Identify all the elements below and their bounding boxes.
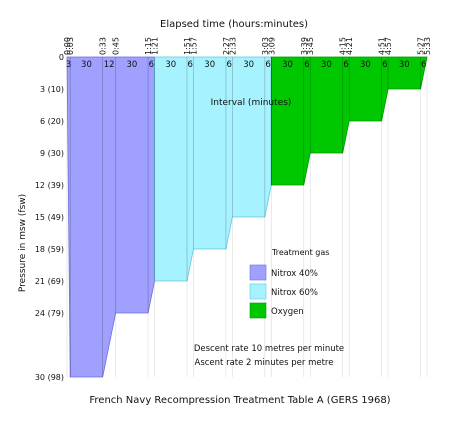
time-tick-label: 1:51: [183, 37, 192, 55]
time-tick-label: 3:45: [306, 37, 315, 55]
legend-swatch-nitrox60: [249, 283, 267, 300]
segment-nitrox60: [154, 56, 272, 282]
depth-tick-label: 15 (49): [35, 213, 64, 222]
time-tick-label: 4:15: [339, 37, 348, 55]
duration-label: 6: [226, 60, 231, 70]
segment-oxygen: [270, 56, 428, 186]
depth-tick-label: 30 (98): [35, 373, 64, 382]
duration-label: 6: [265, 60, 270, 70]
depth-tick-label: 21 (69): [35, 277, 64, 286]
legend-swatch-oxygen: [249, 302, 267, 319]
top-axis-label: Elapsed time (hours:minutes): [160, 19, 308, 30]
time-tick-label: 0:00: [63, 37, 72, 55]
duration-label: 30: [243, 60, 254, 70]
time-tick-label: 5:27: [417, 37, 426, 55]
time-tick-label: 3:09: [267, 37, 276, 55]
time-tick-label: 0:33: [99, 37, 108, 55]
legend-label-nitrox60: Nitrox 60%: [271, 288, 318, 298]
time-tick-label: 1:21: [151, 37, 160, 55]
legend: Treatment gas Nitrox 40% Nitrox 60% Oxygen: [249, 248, 329, 319]
time-tick-label: 4:51: [378, 37, 387, 55]
time-tick-label: 5:33: [423, 37, 432, 55]
duration-label: 30: [165, 60, 176, 70]
duration-label: 6: [149, 60, 154, 70]
legend-title: Treatment gas: [271, 248, 329, 257]
duration-label: 12: [104, 60, 115, 70]
duration-label: 6: [382, 60, 387, 70]
duration-labels: 3 30 12 30 6 30 6 30 6 30 6 30 6 30 6 30 6 30 6: [66, 60, 427, 70]
time-tick-labels: 0:000:03 0:33 0:45 1:151:21 1:511:57 2:272:33…: [63, 37, 432, 55]
y-axis-label: Pressure in msw (fsw): [18, 194, 28, 292]
duration-label: 6: [188, 60, 193, 70]
time-tick-label: 0:03: [66, 37, 75, 55]
segment-nitrox40: [66, 56, 155, 378]
interval-label: Interval (minutes): [211, 98, 292, 108]
duration-label: 30: [321, 60, 332, 70]
duration-label: 30: [126, 60, 137, 70]
time-tick-label: 2:33: [228, 37, 237, 55]
legend-label-oxygen: Oxygen: [271, 307, 304, 317]
time-tick-label: 0:45: [112, 37, 121, 55]
depth-tick-label: 3 (10): [40, 85, 64, 94]
depth-tick-label: 24 (79): [35, 309, 64, 318]
duration-label: 30: [204, 60, 215, 70]
time-tick-label: 1:57: [189, 37, 198, 55]
note-ascent-rate: Ascent rate 2 minutes per metre: [195, 358, 334, 368]
time-tick-label: 4:21: [345, 37, 354, 55]
note-descent-rate: Descent rate 10 metres per minute: [194, 344, 344, 354]
duration-label: 6: [304, 60, 309, 70]
duration-label: 30: [81, 60, 92, 70]
legend-swatch-nitrox40: [249, 264, 267, 281]
time-tick-label: 4:57: [384, 37, 393, 55]
duration-label: 30: [360, 60, 371, 70]
duration-label: 6: [421, 60, 426, 70]
duration-label: 30: [282, 60, 293, 70]
time-tick-label: 3:39: [300, 37, 309, 55]
depth-tick-labels: 0 3 (10) 6 (20) 9 (30) 12 (39) 15 (49) 18 (59)…: [35, 53, 64, 382]
time-tick-label: 3:03: [261, 37, 270, 55]
time-tick-label: 1:15: [144, 37, 153, 55]
depth-tick-label: 12 (39): [35, 181, 64, 190]
duration-label: 3: [66, 60, 71, 70]
legend-label-nitrox40: Nitrox 40%: [271, 269, 318, 279]
duration-label: 6: [343, 60, 348, 70]
depth-tick-label: 9 (30): [40, 149, 64, 158]
time-tick-label: 2:27: [222, 37, 231, 55]
duration-label: 30: [399, 60, 410, 70]
depth-tick-label: 0: [59, 53, 64, 62]
interval-dividers: [69, 57, 421, 377]
chart-title: French Navy Recompression Treatment Tabl…: [89, 395, 390, 406]
depth-tick-label: 6 (20): [40, 117, 64, 126]
gas-segments: [66, 56, 428, 378]
depth-tick-label: 18 (59): [35, 245, 64, 254]
